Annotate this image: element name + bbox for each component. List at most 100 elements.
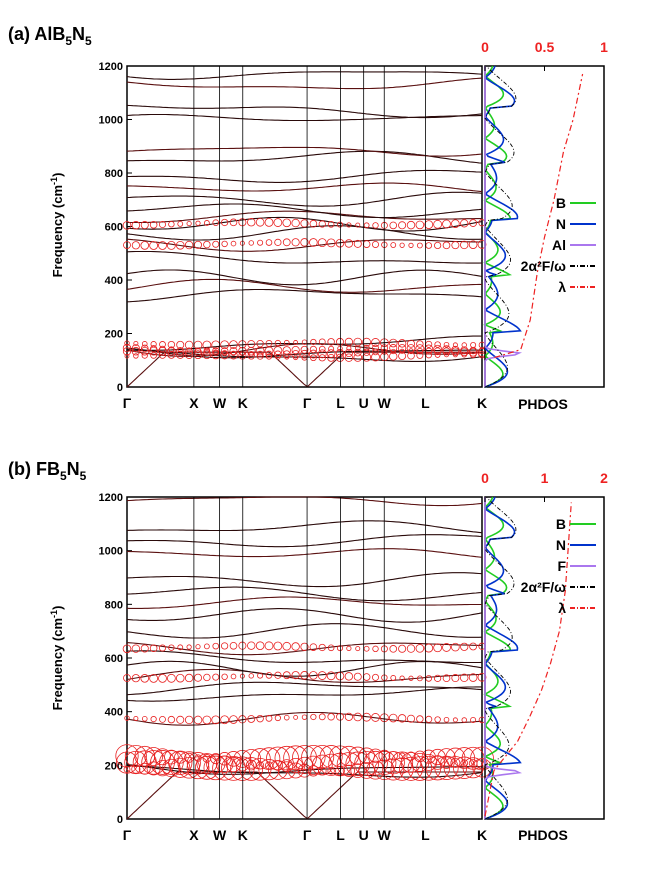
phdos-curve xyxy=(483,65,513,388)
coupling-marker xyxy=(249,748,271,770)
coupling-marker xyxy=(282,350,291,359)
coupling-marker xyxy=(287,762,304,779)
coupling-marker xyxy=(406,220,416,230)
coupling-marker xyxy=(459,347,469,357)
coupling-marker xyxy=(453,747,476,769)
coupling-marker xyxy=(346,222,352,228)
coupling-marker xyxy=(229,715,238,724)
y-tick-label: 1000 xyxy=(99,115,123,127)
coupling-marker xyxy=(451,642,460,652)
phonon-band xyxy=(126,711,483,726)
coupling-marker xyxy=(344,239,354,248)
phonon-band xyxy=(126,520,483,534)
y-tick-label: 400 xyxy=(105,707,123,719)
coupling-marker xyxy=(256,714,264,723)
phonon-band xyxy=(126,203,483,219)
coupling-marker xyxy=(442,643,451,652)
coupling-marker xyxy=(451,219,460,228)
coupling-marker xyxy=(162,758,181,778)
legend-label: F xyxy=(557,558,566,574)
coupling-marker xyxy=(318,345,326,353)
coupling-marker xyxy=(346,345,352,351)
coupling-marker xyxy=(149,221,158,229)
coupling-marker xyxy=(257,239,264,246)
phonon-band xyxy=(126,572,483,588)
coupling-marker xyxy=(123,241,131,250)
coupling-marker xyxy=(131,644,141,653)
x-tick-label: W xyxy=(213,827,227,843)
coupling-marker xyxy=(175,240,185,250)
phonon-band xyxy=(126,335,482,351)
panel-b-phdos-ticks: 0 1 2 xyxy=(481,470,608,502)
x-tick-label: W xyxy=(378,827,392,843)
coupling-marker xyxy=(433,643,443,653)
coupling-marker xyxy=(186,347,192,353)
panel-a-ylabel: Frequency (cm-1) xyxy=(49,173,65,278)
coupling-marker xyxy=(168,221,175,228)
coupling-marker xyxy=(131,241,140,250)
coupling-marker xyxy=(389,645,398,653)
y-tick-label: 1200 xyxy=(99,61,123,73)
coupling-marker xyxy=(434,341,441,348)
coupling-marker xyxy=(358,747,375,764)
coupling-marker xyxy=(415,220,425,230)
y-tick-label: 800 xyxy=(105,168,123,180)
y-tick-label: 200 xyxy=(105,329,123,341)
coupling-marker xyxy=(327,338,335,346)
coupling-marker xyxy=(293,340,299,345)
coupling-marker xyxy=(248,673,254,679)
coupling-marker xyxy=(176,350,185,359)
coupling-marker xyxy=(371,352,380,362)
legend-label: 2α²F/ω xyxy=(521,258,566,274)
coupling-marker xyxy=(372,344,379,352)
coupling-marker xyxy=(389,344,398,353)
coupling-marker xyxy=(301,714,308,720)
coupling-marker xyxy=(202,350,212,360)
coupling-marker xyxy=(220,350,229,360)
coupling-marker xyxy=(221,240,228,248)
lambda-curve xyxy=(484,502,572,817)
coupling-marker xyxy=(353,353,363,362)
phdos-curve xyxy=(484,496,517,820)
panel-a-phdos-ticks: 0 0.5 1 xyxy=(481,39,608,71)
legend-label: B xyxy=(556,516,566,532)
coupling-marker xyxy=(221,218,229,227)
coupling-marker xyxy=(291,218,300,228)
coupling-marker xyxy=(390,348,396,355)
coupling-marker xyxy=(406,751,416,761)
coupling-marker xyxy=(433,219,443,229)
coupling-marker xyxy=(195,220,201,226)
panel-b-title: (b) FB5N5 xyxy=(8,459,87,483)
coupling-marker xyxy=(460,759,469,767)
coupling-marker xyxy=(452,717,458,723)
coupling-marker xyxy=(326,349,336,358)
phonon-band xyxy=(126,216,483,232)
coupling-marker xyxy=(193,673,202,682)
coupling-marker xyxy=(421,749,436,764)
coupling-marker xyxy=(300,349,309,359)
coupling-marker xyxy=(220,340,230,350)
coupling-marker xyxy=(221,642,229,650)
coupling-marker xyxy=(318,713,326,721)
phdos-curve xyxy=(484,65,522,388)
panel-b-ylabel: Frequency (cm-1) xyxy=(49,606,65,711)
coupling-marker xyxy=(309,643,318,651)
coupling-marker xyxy=(141,352,148,359)
x-tick-label: K xyxy=(238,827,248,843)
coupling-marker xyxy=(309,238,318,247)
coupling-marker xyxy=(303,755,323,775)
coupling-marker xyxy=(336,712,344,721)
coupling-marker xyxy=(328,752,352,777)
panel-b-legend: BNF 2α²F/ω λ xyxy=(521,516,596,616)
y-tick-label: 0 xyxy=(117,814,123,826)
coupling-marker xyxy=(389,221,398,230)
coupling-marker xyxy=(159,341,166,348)
coupling-marker xyxy=(291,350,300,359)
coupling-marker xyxy=(397,714,407,723)
coupling-marker xyxy=(280,759,294,773)
coupling-marker xyxy=(150,341,157,348)
coupling-marker xyxy=(274,238,282,246)
coupling-marker xyxy=(124,340,130,346)
phonon-band xyxy=(126,146,483,157)
